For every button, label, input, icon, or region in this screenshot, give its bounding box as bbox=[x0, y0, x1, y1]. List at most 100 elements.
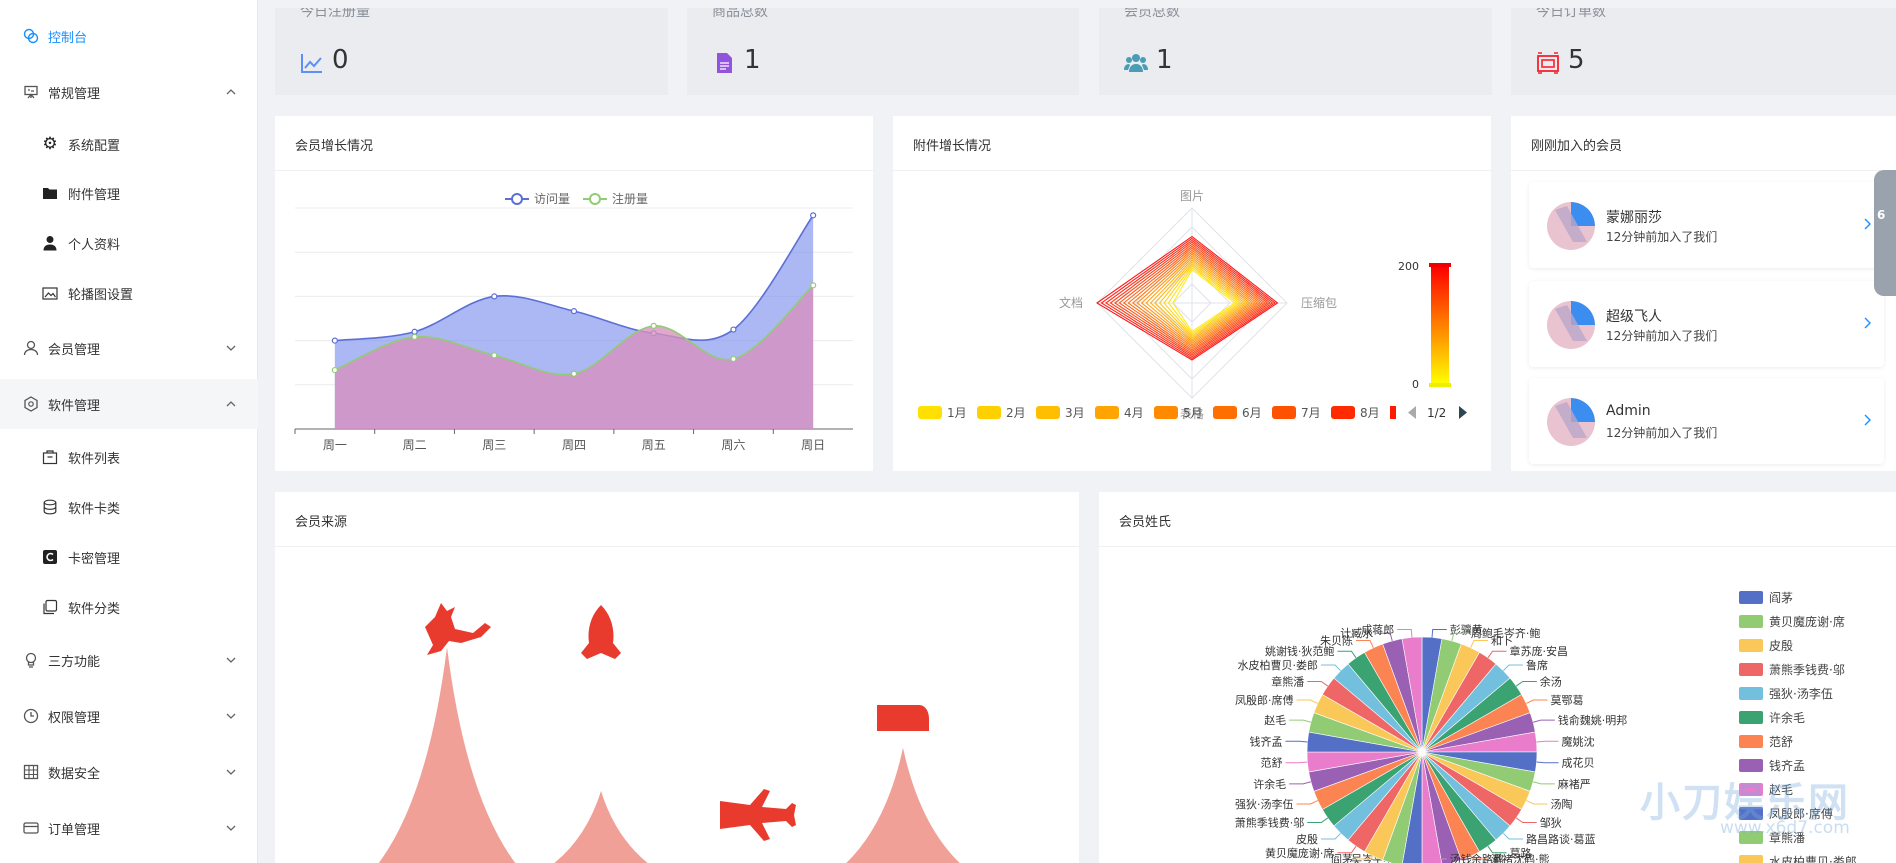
legend-next-icon bbox=[1459, 406, 1467, 419]
stat-value: 1 bbox=[1156, 45, 1173, 75]
member-card[interactable]: Admin 12分钟前加入了我们 bbox=[1529, 378, 1884, 464]
radar-series bbox=[1100, 237, 1276, 359]
card-secret-icon bbox=[41, 548, 59, 566]
nav-label: 软件管理 bbox=[48, 398, 101, 414]
legend-label: 3月 bbox=[1065, 406, 1085, 420]
legend-label: 凤殷郎·席傅 bbox=[1769, 806, 1833, 821]
pie-label: 许余毛 bbox=[1253, 777, 1286, 791]
legend-swatch bbox=[1739, 639, 1763, 652]
nav-label: 卡密管理 bbox=[68, 551, 121, 567]
visual-map-handle bbox=[1429, 263, 1451, 267]
chevron-down-icon bbox=[226, 825, 236, 831]
pie-label-line bbox=[1356, 855, 1374, 860]
member-card[interactable]: 蒙娜丽莎 12分钟前加入了我们 bbox=[1529, 182, 1884, 268]
pie-label: 成花贝 bbox=[1562, 757, 1595, 770]
pie-label: 章苏庞·安昌 bbox=[1510, 644, 1569, 658]
pie-label-line bbox=[1285, 761, 1308, 764]
database-icon bbox=[41, 498, 59, 516]
nav-carousel[interactable]: 轮播图设置 bbox=[0, 268, 258, 318]
pie-label-line bbox=[1451, 632, 1468, 642]
data-point bbox=[570, 370, 578, 377]
stat-label: 今日注册量 bbox=[300, 8, 370, 20]
nav-third-party[interactable]: 三方功能 bbox=[0, 635, 258, 685]
member-name: 蒙娜丽莎 bbox=[1606, 210, 1662, 226]
nav-member-mgmt[interactable]: 会员管理 bbox=[0, 323, 258, 373]
nav-label: 软件列表 bbox=[68, 451, 121, 467]
file-icon bbox=[717, 53, 732, 73]
bulb-icon bbox=[22, 651, 40, 669]
nav-card-secret[interactable]: 卡密管理 bbox=[0, 532, 258, 582]
nav-label: 系统配置 bbox=[68, 138, 121, 154]
radar-series bbox=[1136, 253, 1256, 346]
nav-order-mgmt[interactable]: 订单管理 bbox=[0, 803, 258, 853]
pie-label: 强狄·汤李伍 bbox=[1235, 797, 1294, 811]
legend-label: 钱齐孟 bbox=[1769, 758, 1805, 773]
pie-label: 路昌路谈·葛蓝 bbox=[1526, 833, 1596, 846]
chevron-right-icon bbox=[1864, 317, 1871, 329]
stat-value: 0 bbox=[332, 45, 349, 75]
nav-profile[interactable]: 个人资料 bbox=[0, 218, 258, 268]
stat-value: 1 bbox=[744, 45, 761, 75]
nav-software-card-type[interactable]: 软件卡类 bbox=[0, 482, 258, 532]
stat-card-members: 会员总数 1 bbox=[1099, 8, 1492, 95]
panel-attach-growth: 附件增长情况 图片 压缩包 表格 文档 200 0 1月 2月 3月 4月 5月 6月 7月 8月 1/2 bbox=[893, 116, 1491, 471]
legend-swatch bbox=[1739, 687, 1763, 700]
radar-series bbox=[1149, 259, 1249, 341]
pie-label: 凤殷郎·席傅 bbox=[1235, 693, 1294, 707]
pie-label: 鲁席 bbox=[1526, 658, 1548, 672]
legend-label: 8月 bbox=[1360, 406, 1380, 420]
pie-slice bbox=[1421, 751, 1462, 863]
folder-icon bbox=[41, 184, 59, 202]
chevron-down-icon bbox=[226, 713, 236, 719]
legend-label: 2月 bbox=[1006, 406, 1026, 420]
float-widget[interactable]: 6 bbox=[1874, 170, 1896, 296]
nav-label: 订单管理 bbox=[48, 822, 101, 838]
avatar bbox=[1547, 202, 1595, 250]
sidebar: 控制台 常规管理 ⚙ 系统配置 附件管理 个人资料 轮播图设置 会员管理 软件管… bbox=[0, 0, 258, 863]
nav-software-mgmt[interactable]: 软件管理 bbox=[0, 379, 258, 429]
nav-software-list[interactable]: 软件列表 bbox=[0, 432, 258, 482]
legend-swatch bbox=[1739, 663, 1763, 676]
pie-label: 魔姚沈 bbox=[1562, 734, 1595, 748]
pie-label: 姚谢钱·狄范鲍 bbox=[1265, 644, 1335, 658]
x-tick-label: 周二 bbox=[403, 438, 427, 452]
pie-label-line bbox=[1502, 832, 1523, 840]
data-point bbox=[331, 337, 338, 344]
nav-sys-config[interactable]: ⚙ 系统配置 bbox=[0, 119, 258, 169]
nav-dashboard[interactable]: 控制台 bbox=[0, 11, 258, 61]
data-point bbox=[730, 355, 737, 363]
pie-label-line bbox=[1526, 699, 1548, 704]
radar-series bbox=[1163, 265, 1241, 336]
legend-swatch bbox=[1154, 406, 1178, 419]
watermark-url: www.x6d7.com bbox=[1720, 818, 1850, 838]
visual-map-bar bbox=[1431, 266, 1449, 384]
data-point bbox=[810, 212, 817, 219]
legend-swatch bbox=[1739, 615, 1763, 628]
nav-general[interactable]: 常规管理 bbox=[0, 67, 258, 117]
radar-series bbox=[1104, 239, 1274, 358]
legend-swatch bbox=[1739, 711, 1763, 724]
pie-label: 葛路 bbox=[1510, 847, 1532, 860]
legend-label: 7月 bbox=[1301, 406, 1321, 420]
pie-label-line bbox=[1321, 664, 1342, 672]
radar-series bbox=[1095, 235, 1279, 361]
legend-label: 皮殷 bbox=[1769, 639, 1793, 653]
legend-label: 水皮柏曹贝·娄郎 bbox=[1769, 854, 1857, 863]
pie-label-line bbox=[1307, 680, 1329, 687]
pie-label-line bbox=[1487, 650, 1507, 659]
radar-indicator: 表格 bbox=[1180, 406, 1204, 421]
member-growth-chart: 周一 周二 周三 周四 周五 周六 周日 访问量 注册量 bbox=[294, 191, 853, 452]
nav-permission[interactable]: 权限管理 bbox=[0, 691, 258, 741]
legend-marker bbox=[589, 193, 601, 205]
nav-software-category[interactable]: 软件分类 bbox=[0, 582, 258, 632]
nav-attach-mgmt[interactable]: 附件管理 bbox=[0, 168, 258, 218]
legend-label: 注册量 bbox=[612, 191, 648, 206]
deer-icon bbox=[425, 603, 491, 655]
member-card[interactable]: 超级飞人 12分钟前加入了我们 bbox=[1529, 281, 1884, 367]
nav-data-security[interactable]: 数据安全 bbox=[0, 747, 258, 797]
nav-label: 软件分类 bbox=[68, 601, 121, 617]
legend-swatch bbox=[1739, 831, 1763, 844]
dashboard-icon bbox=[22, 27, 40, 45]
legend-label: 章熊潘 bbox=[1769, 830, 1805, 845]
panel-member-source: 会员来源 bbox=[275, 492, 1079, 863]
